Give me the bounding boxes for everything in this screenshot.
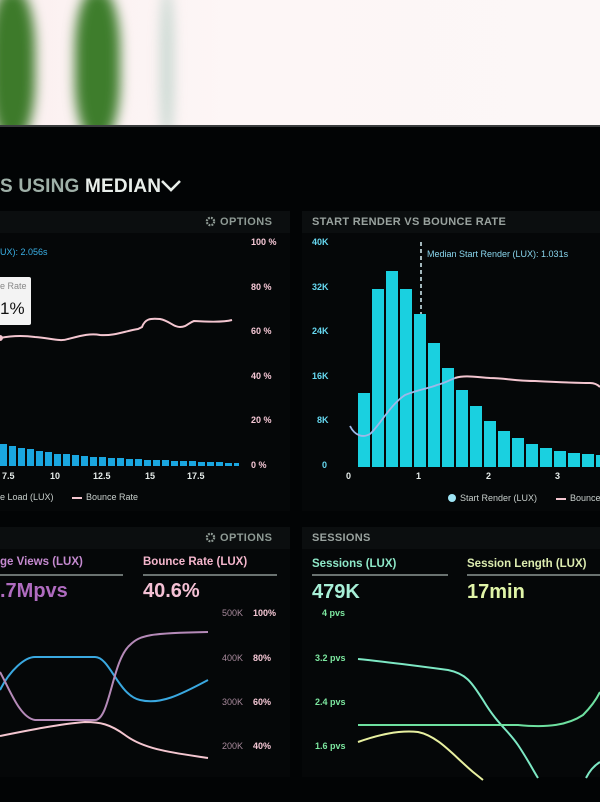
x-tick: 7.5 [2, 471, 15, 481]
metric-label-page-views: ge Views (LUX) [0, 556, 83, 568]
tooltip-value: 1% [0, 299, 25, 318]
gear-icon[interactable] [205, 532, 216, 543]
median-annotation: UX): 2.056s [0, 247, 48, 257]
options-button[interactable]: OPTIONS [220, 216, 273, 228]
y-tick: 32K [312, 282, 329, 292]
y-tick: 24K [312, 326, 329, 336]
y-tick: 80% [253, 653, 272, 663]
tooltip: e Rate 1% [0, 277, 31, 325]
legend-bounce-rate[interactable]: Bounce Rate [86, 492, 139, 502]
metric-divider [0, 574, 123, 576]
x-tick: 3 [555, 471, 561, 481]
y-tick: 40K [312, 237, 329, 247]
start-render-chart [349, 242, 600, 467]
y-tick: 80 % [251, 282, 272, 292]
metric-divider [467, 574, 600, 576]
title-prefix: S USING [0, 176, 86, 197]
metric-divider [312, 574, 448, 576]
x-tick: 2 [486, 471, 492, 481]
pageviews-bounce-chart [0, 631, 209, 759]
options-button[interactable]: OPTIONS [220, 532, 273, 544]
y-tick: 100% [253, 608, 277, 618]
y-tick: 8K [317, 415, 329, 425]
x-tick: 17.5 [187, 471, 205, 481]
y-tick: 0 [322, 460, 328, 470]
x-tick: 10 [50, 471, 61, 481]
panel-title: START RENDER VS BOUNCE RATE [312, 216, 507, 228]
y-tick: 300K [222, 697, 244, 707]
y-tick: 400K [222, 653, 244, 663]
plant-leaf [75, 0, 120, 125]
panel-header [302, 527, 600, 549]
gear-icon[interactable] [205, 216, 216, 227]
y-tick: 0 % [251, 460, 267, 470]
metric-value-sessions: 479K [312, 581, 360, 603]
chevron-down-icon[interactable] [160, 179, 182, 193]
panel-header [0, 211, 290, 233]
y-tick: 200K [222, 741, 244, 751]
y-tick: 16K [312, 371, 329, 381]
plant-leaf [0, 0, 35, 125]
y-tick: 20 % [251, 415, 272, 425]
legend-start-render[interactable]: Start Render (LUX) [460, 493, 538, 503]
title-median: MEDIAN [85, 176, 162, 197]
y-tick: 500K [222, 608, 244, 618]
y-tick: 40 % [251, 371, 272, 381]
x-tick: 12.5 [93, 471, 111, 481]
legend-line-swatch [72, 497, 82, 499]
metric-label-bounce-rate: Bounce Rate (LUX) [143, 556, 248, 568]
sessions-chart [357, 658, 600, 781]
tooltip-label: e Rate [0, 281, 27, 291]
sessions-panel [302, 527, 600, 777]
legend-line-swatch [556, 498, 566, 500]
x-tick: 0 [346, 471, 352, 481]
median-annotation: Median Start Render (LUX): 1.031s [427, 249, 569, 259]
legend-page-load[interactable]: e Load (LUX) [0, 492, 54, 502]
dashboard-title[interactable]: S USING MEDIAN [0, 176, 161, 198]
metric-value-page-views: .7Mpvs [0, 580, 68, 602]
panel-header [0, 527, 290, 549]
y-tick: 40% [253, 741, 272, 751]
y-tick: 60% [253, 697, 272, 707]
page-load-chart [0, 317, 239, 466]
y-tick: 2.4 pvs [315, 697, 346, 707]
y-tick: 4 pvs [322, 608, 346, 618]
y-tick: 60 % [251, 326, 272, 336]
x-tick: 1 [416, 471, 422, 481]
legend-dot [448, 494, 456, 502]
panel-title: SESSIONS [312, 532, 371, 544]
y-tick: 3.2 pvs [315, 653, 346, 663]
metric-label-session-length: Session Length (LUX) [467, 558, 587, 570]
legend-bounce[interactable]: Bounce [570, 493, 600, 503]
panel-header [302, 211, 600, 233]
metric-divider [143, 574, 277, 576]
background-photo [0, 0, 600, 125]
y-tick: 1.6 pvs [315, 741, 346, 751]
pageviews-bounce-panel [0, 527, 290, 777]
x-tick: 15 [145, 471, 156, 481]
plant-leaf [160, 0, 174, 125]
metric-label-sessions: Sessions (LUX) [312, 558, 397, 570]
metric-value-bounce-rate: 40.6% [143, 580, 200, 602]
metric-value-session-length: 17min [467, 581, 525, 603]
y-tick: 100 % [251, 237, 277, 247]
